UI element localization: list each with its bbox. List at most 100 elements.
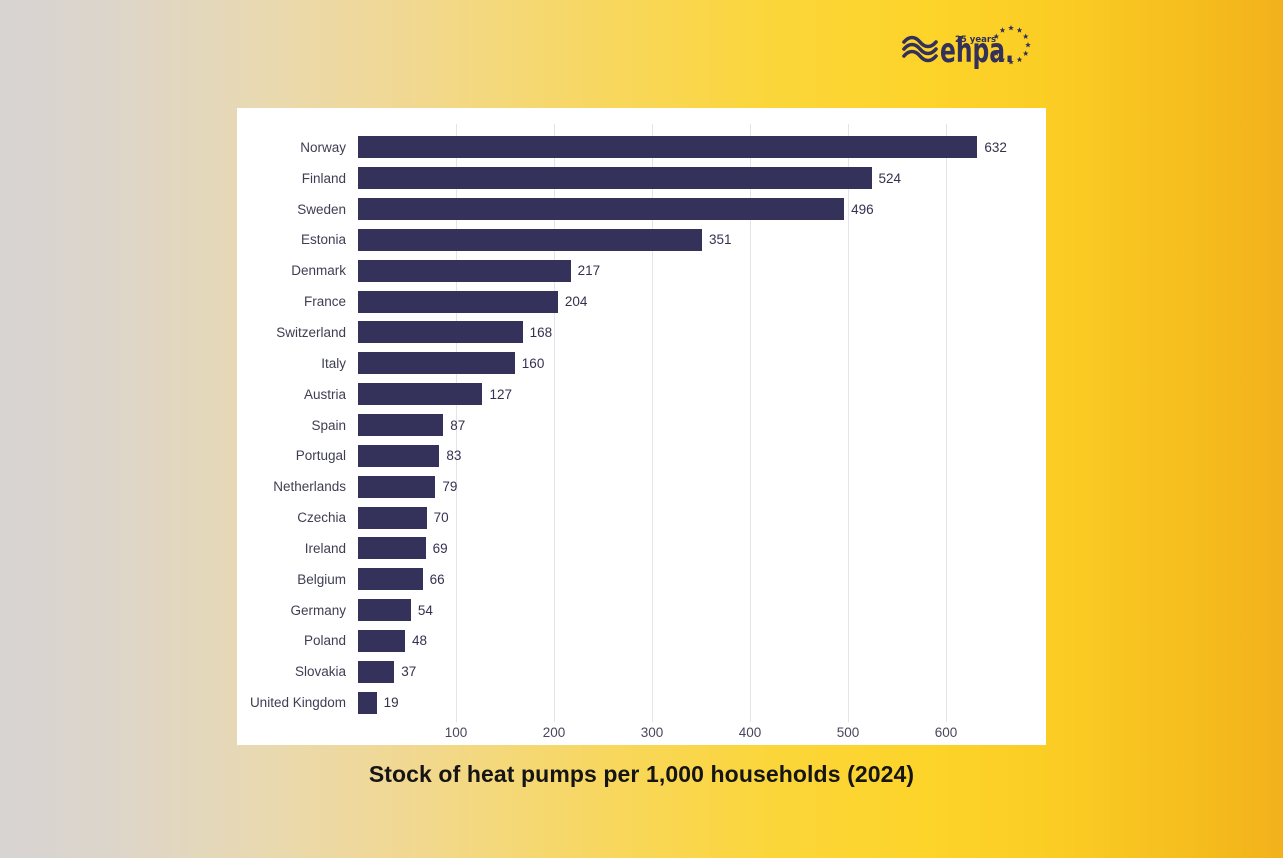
bar-row: Austria 127 xyxy=(237,379,1046,410)
ehpa-logo: ehpa. 25 years xyxy=(902,25,1031,71)
value-label: 66 xyxy=(429,571,445,587)
bar xyxy=(358,228,702,251)
category-label: Czechia xyxy=(297,510,346,526)
gridline xyxy=(651,124,653,722)
value-label: 632 xyxy=(984,139,1007,155)
bar-row: Switzerland 168 xyxy=(237,317,1046,348)
bar xyxy=(358,537,426,560)
category-label: Germany xyxy=(290,602,346,618)
bar-row: Spain 87 xyxy=(237,410,1046,441)
bar xyxy=(358,167,872,190)
x-tick-label: 200 xyxy=(542,725,566,740)
value-label: 168 xyxy=(529,324,553,340)
category-label: Estonia xyxy=(300,232,346,248)
bar-row: Belgium 66 xyxy=(237,564,1046,595)
star-icon xyxy=(1008,25,1014,31)
category-label: Finland xyxy=(301,170,346,186)
category-label: Italy xyxy=(321,355,346,371)
value-label: 69 xyxy=(432,540,448,556)
bar xyxy=(358,475,436,498)
bar-row: Italy 160 xyxy=(237,348,1046,379)
bar-row: Denmark 217 xyxy=(237,255,1046,286)
x-tick-label: 500 xyxy=(836,725,860,740)
gridline xyxy=(847,124,849,722)
value-label: 48 xyxy=(412,633,428,649)
bar xyxy=(358,691,377,714)
gridline xyxy=(455,124,457,722)
value-label: 87 xyxy=(450,417,466,433)
bar xyxy=(358,629,406,652)
bar-row: Finland 524 xyxy=(237,163,1046,194)
bar-row: Poland 48 xyxy=(237,626,1046,657)
gridline xyxy=(945,124,947,722)
bar-row: Ireland 69 xyxy=(237,533,1046,564)
star-icon xyxy=(1022,50,1029,56)
value-label: 127 xyxy=(489,386,512,402)
chart-gridlines xyxy=(358,124,1023,722)
star-icon xyxy=(1016,27,1023,33)
bar xyxy=(358,568,423,591)
value-label: 19 xyxy=(383,695,399,711)
bar-chart: Norway 632 Finland 524 Sweden 496 Estonia 351 De… xyxy=(237,132,1046,718)
gridline xyxy=(749,124,751,722)
category-label: Ireland xyxy=(304,540,346,556)
category-label: Portugal xyxy=(295,448,346,464)
category-label: Sweden xyxy=(297,201,346,217)
category-label: Spain xyxy=(311,417,346,433)
value-label: 351 xyxy=(708,232,732,248)
bar-row: France 204 xyxy=(237,286,1046,317)
category-label: Austria xyxy=(303,386,346,402)
value-label: 79 xyxy=(442,479,458,495)
star-icon xyxy=(1022,33,1029,39)
value-label: 204 xyxy=(564,294,588,310)
bar xyxy=(358,383,483,406)
category-label: Slovakia xyxy=(294,664,346,680)
bar xyxy=(358,660,395,683)
bar xyxy=(358,259,571,282)
bar-row: Portugal 83 xyxy=(237,440,1046,471)
logo-brand-text: ehpa. xyxy=(940,31,1014,71)
x-tick-label: 100 xyxy=(444,725,468,740)
bar-row: Germany 54 xyxy=(237,595,1046,626)
bar-row: United Kingdom 19 xyxy=(237,687,1046,718)
bar xyxy=(358,352,515,375)
bar-row: Czechia 70 xyxy=(237,502,1046,533)
value-label: 160 xyxy=(521,355,545,371)
x-axis: 100 200 300 400 500 600 xyxy=(358,725,1023,745)
category-label: Poland xyxy=(303,633,346,649)
bar-row: Norway 632 xyxy=(237,132,1046,163)
bar xyxy=(358,321,523,344)
chart-card: Norway 632 Finland 524 Sweden 496 Estonia 351 De… xyxy=(237,108,1046,745)
bar-row: Slovakia 37 xyxy=(237,656,1046,687)
bar-row: Sweden 496 xyxy=(237,194,1046,225)
bar-row: Netherlands 79 xyxy=(237,471,1046,502)
category-label: Belgium xyxy=(297,571,346,587)
x-tick-label: 400 xyxy=(738,725,762,740)
gridline xyxy=(553,124,555,722)
value-label: 37 xyxy=(401,664,417,680)
category-label: Switzerland xyxy=(276,324,346,340)
waves-icon xyxy=(902,35,938,63)
bar xyxy=(358,414,444,437)
bar xyxy=(358,444,440,467)
value-label: 496 xyxy=(851,201,874,217)
category-label: France xyxy=(303,294,346,310)
category-label: Norway xyxy=(300,139,346,155)
bar xyxy=(358,136,978,159)
value-label: 70 xyxy=(433,510,449,526)
x-tick-label: 600 xyxy=(934,725,958,740)
bar xyxy=(358,599,411,622)
value-label: 524 xyxy=(878,170,902,186)
bar xyxy=(358,198,845,221)
value-label: 217 xyxy=(577,263,601,279)
bar xyxy=(358,506,427,529)
category-label: Denmark xyxy=(291,263,346,279)
category-label: United Kingdom xyxy=(249,695,346,711)
value-label: 54 xyxy=(417,602,433,618)
value-label: 83 xyxy=(446,448,462,464)
star-icon xyxy=(1025,42,1031,48)
x-tick-label: 300 xyxy=(640,725,664,740)
star-icon xyxy=(1016,56,1023,63)
logo-anniversary-text: 25 years xyxy=(955,35,996,45)
